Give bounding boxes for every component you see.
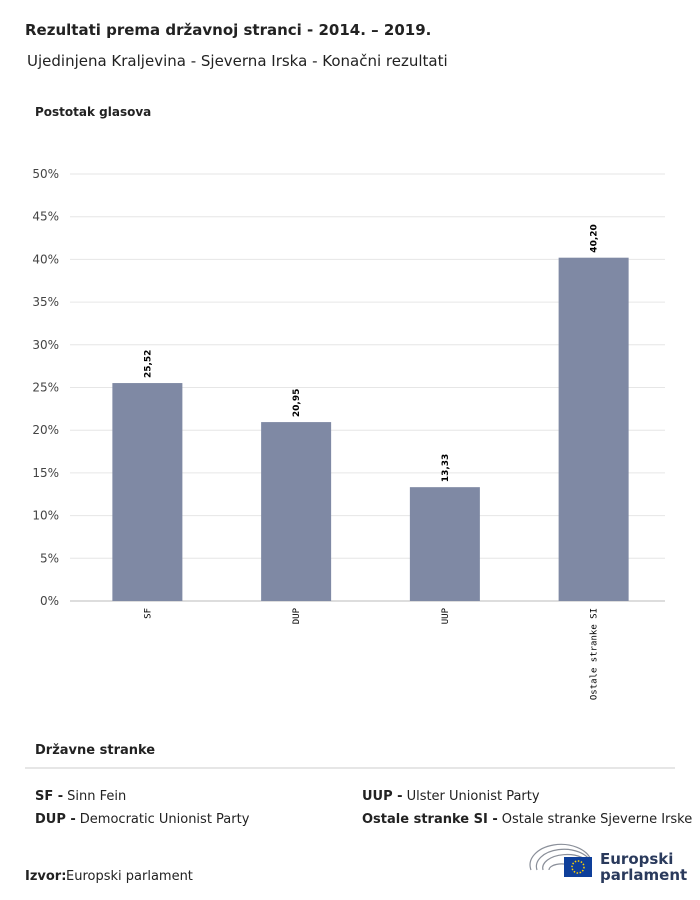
legend: SF - Sinn Fein DUP - Democratic Unionist Pa… [35,789,692,827]
legend-abbr: Ostale stranke SI - [362,812,498,827]
x-tick-label: SF [143,608,153,619]
legend-entry: Ostale stranke SI - Ostale stranke Sjever… [362,812,692,827]
value-label: 25,52 [143,350,153,378]
bar [409,487,480,601]
chart-title: Rezultati prema državnoj stranci - 2014.… [25,21,431,39]
legend-abbr: UUP - [362,789,403,804]
y-tick-label: 5% [40,551,59,565]
y-tick-label: 15% [32,466,59,480]
legend-entry: UUP - Ulster Unionist Party [362,789,540,804]
logo-text: parlament [600,866,687,884]
chart-subtitle: Ujedinjena Kraljevina - Sjeverna Irska -… [27,52,448,70]
y-tick-label: 45% [32,210,59,224]
y-tick-label: 25% [32,381,59,395]
y-tick-label: 35% [32,295,59,309]
x-tick-label: Ostale stranke SI [590,608,600,700]
legend-abbr: DUP - [35,812,76,827]
value-label: 13,33 [441,454,451,482]
x-tick-label: DUP [292,607,302,624]
y-tick-label: 10% [32,509,59,523]
legend-entry: SF - Sinn Fein [35,789,126,804]
legend-name: Sinn Fein [67,789,126,804]
source-label: Izvor: [25,869,66,884]
source-text: Europski parlament [66,869,193,884]
logo-text: Europski [600,850,673,868]
value-label: 20,95 [292,389,302,417]
legend-name: Ostale stranke Sjeverne Irske [502,812,692,827]
value-label: 40,20 [590,224,600,252]
legend-abbr: SF - [35,789,63,804]
x-tick-label: UUP [441,607,451,624]
bar [558,257,629,601]
legend-name: Democratic Unionist Party [80,812,250,827]
y-tick-label: 0% [40,594,59,608]
y-axis-label: Postotak glasova [35,105,151,119]
logo: Europski parlament [529,843,687,884]
legend-title: Državne stranke [35,743,155,758]
y-tick-label: 40% [32,252,59,266]
y-tick-label: 20% [32,423,59,437]
bar [261,422,332,601]
y-tick-label: 30% [32,338,59,352]
bar [112,383,183,601]
y-tick-label: 50% [32,167,59,181]
legend-entry: DUP - Democratic Unionist Party [35,812,250,827]
legend-name: Ulster Unionist Party [407,789,540,804]
